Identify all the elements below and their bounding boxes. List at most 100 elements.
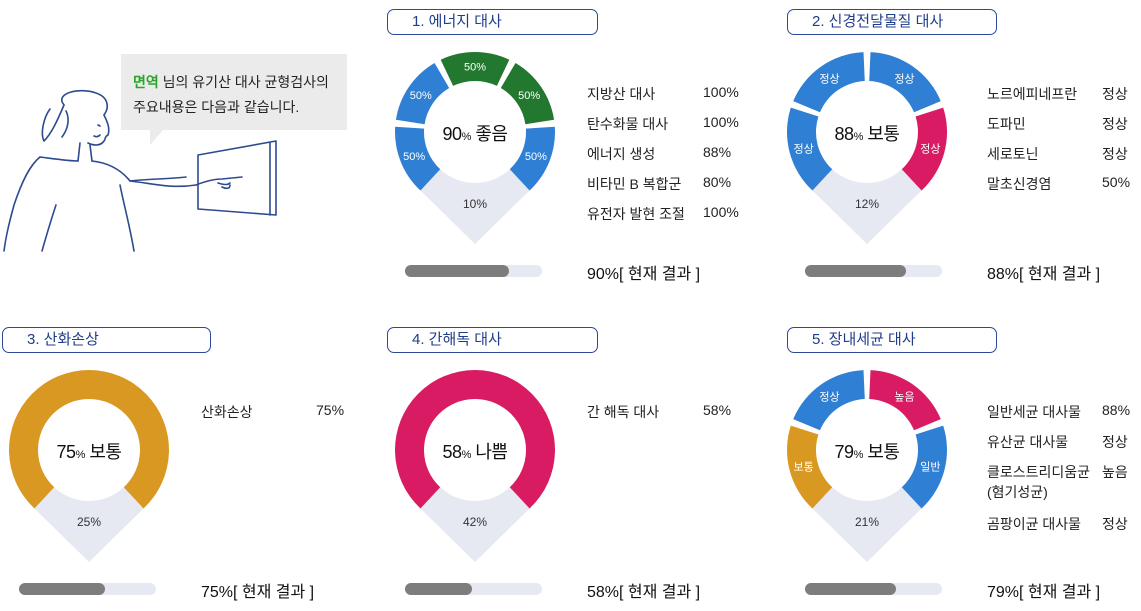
item-row: 지방산 대사 100% (587, 84, 739, 104)
item-row: 곰팡이균 대사물 정상 (987, 514, 1128, 534)
gauge-segment-label: 50% (518, 90, 540, 102)
gauge-gap-label: 12% (855, 197, 879, 211)
gauge-value: 90 (442, 124, 463, 144)
item-name: 지방산 대사 (587, 86, 656, 102)
gauge-segment (509, 126, 555, 191)
gauge-svg: 25% (9, 370, 169, 562)
item-row: 유전자 발현 조절 100% (587, 204, 739, 224)
gauge-segment (793, 370, 865, 431)
item-value: 88% (1102, 402, 1131, 418)
item-value: 88% (703, 144, 732, 160)
result-gut: 79%[ 현재 결과 ] (987, 584, 1101, 601)
person-illustration (3, 89, 277, 252)
gauge-gap-label: 42% (463, 515, 487, 529)
gauge-segment-label: 50% (464, 62, 486, 74)
gauge-segment (787, 107, 833, 191)
result-energy: 90%[ 현재 결과 ] (587, 266, 701, 283)
section-title-liver: 4. 간해독 대사 (387, 327, 598, 353)
progress-fill-oxidative (19, 583, 106, 595)
progress-track-oxidative (19, 583, 156, 595)
result-neuro: 88%[ 현재 결과 ] (987, 266, 1101, 283)
item-row: 유산균 대사물 정상 (987, 432, 1128, 452)
gauge-segment (901, 425, 947, 509)
item-value: 100% (703, 114, 739, 130)
gauge-gap-label: 25% (77, 515, 101, 529)
gauge-segment (787, 425, 833, 509)
item-row: 세로토닌 정상 (987, 144, 1128, 164)
gauge-gap (812, 169, 922, 244)
gauge-segment-label: 정상 (920, 143, 940, 156)
gauge-segment (440, 52, 510, 86)
gauge-center-value: 75% 보통 (4, 438, 174, 464)
speech-bubble-tail (150, 129, 164, 145)
progress-fill-neuro (805, 265, 907, 277)
gauge-segment-label: 일반 (920, 460, 940, 474)
gauge-status: 보통 (862, 124, 900, 144)
result-liver: 58%[ 현재 결과 ] (587, 584, 701, 601)
item-name: 비타민 B 복합군 (587, 176, 682, 192)
gauge-neuro: 정상 정상 정상 정상 12% 88% 보통 (782, 50, 952, 250)
gauge-segment (793, 52, 865, 113)
gauge-segment (395, 126, 441, 191)
item-name: 일반세균 대사물 (987, 404, 1082, 420)
gauge-gap-label: 10% (463, 197, 487, 211)
patient-name: 면역 (133, 74, 159, 90)
section-title-neuro: 2. 신경전달물질 대사 (787, 9, 997, 35)
gauge-unit: % (461, 131, 472, 143)
item-name: 유전자 발현 조절 (587, 206, 685, 222)
gauge-value: 75 (56, 442, 77, 462)
item-name-line2: (혐기성균) (987, 484, 1048, 500)
item-value: 58% (703, 402, 732, 418)
progress-fill-gut (805, 583, 896, 595)
gauge-svg: 42% (395, 370, 555, 562)
gauge-segment (869, 52, 941, 113)
item-row: 일반세균 대사물 88% (987, 402, 1130, 422)
item-value: 100% (703, 84, 739, 100)
progress-track-liver (405, 583, 542, 595)
gauge-segment-label: 50% (403, 151, 425, 163)
section-title-gut: 5. 장내세균 대사 (787, 327, 997, 353)
item-row: 에너지 생성 88% (587, 144, 731, 164)
gauge-gap (812, 487, 922, 562)
gauge-unit: % (853, 131, 864, 143)
gauge-liver: 42% 58% 나쁨 (390, 368, 560, 568)
item-value: 정상 (1102, 86, 1128, 102)
gauge-center-value: 79% 보통 (782, 438, 952, 464)
gauge-segment (395, 370, 555, 509)
item-value: 100% (703, 204, 739, 220)
gauge-svg: 50% 50% 50% 50% 50% 10% (395, 52, 555, 244)
item-name: 곰팡이균 대사물 (987, 516, 1082, 532)
item-row: 클로스트리디움균 (혐기성균) 높음 (987, 462, 1128, 502)
gauge-segment-label: 50% (525, 151, 547, 163)
gauge-segment (395, 62, 450, 125)
gauge-status: 보통 (862, 442, 900, 462)
gauge-segment-label: 정상 (894, 72, 914, 85)
gauge-segment (869, 370, 941, 431)
item-name: 세로토닌 (987, 146, 1039, 162)
gauge-center-value: 58% 나쁨 (390, 438, 560, 464)
gauge-energy: 50% 50% 50% 50% 50% 10% 90% 좋음 (390, 50, 560, 250)
gauge-segment-label: 높음 (894, 390, 914, 403)
progress-track-energy (405, 265, 542, 277)
item-value: 80% (703, 174, 732, 190)
gauge-gap (420, 487, 530, 562)
item-value: 75% (316, 402, 345, 418)
gauge-segment-label: 정상 (819, 72, 839, 85)
item-row: 도파민 정상 (987, 114, 1128, 134)
item-name: 도파민 (987, 116, 1026, 132)
gauge-segment-label: 정상 (819, 390, 839, 403)
gauge-segment (901, 107, 947, 191)
item-name: 산화손상 (201, 404, 253, 420)
speech-bubble (121, 54, 347, 130)
item-name: 유산균 대사물 (987, 434, 1069, 450)
item-name: 말초신경염 (987, 176, 1052, 192)
gauge-value: 79 (834, 442, 855, 462)
gauge-gap (34, 487, 144, 562)
item-row: 산화손상 75% (201, 402, 344, 422)
gauge-segment-label: 50% (410, 90, 432, 102)
gauge-oxidative: 25% 75% 보통 (4, 368, 174, 568)
gauge-segment (9, 370, 169, 509)
section-title-energy: 1. 에너지 대사 (387, 9, 598, 35)
